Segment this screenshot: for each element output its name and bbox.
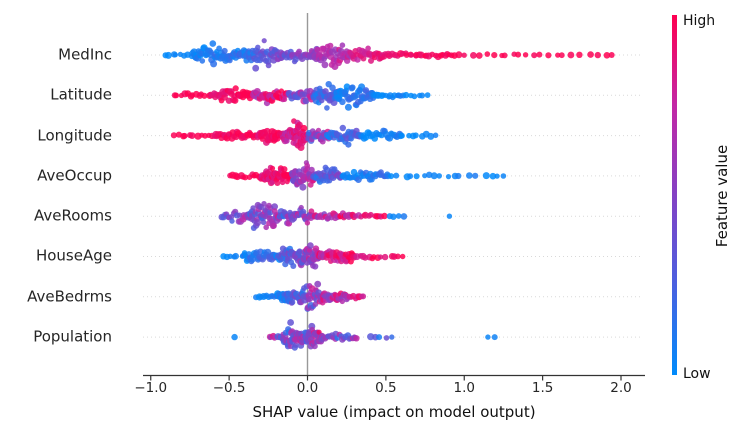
x-tick-label: 1.0 <box>453 380 475 396</box>
colorbar-low-label: Low <box>683 366 711 382</box>
x-axis-label: SHAP value (impact on model output) <box>252 403 536 421</box>
colorbar-gradient <box>672 15 677 375</box>
feature-label-medinc: MedInc <box>58 45 112 64</box>
feature-label-avebedrms: AveBedrms <box>27 287 112 306</box>
x-tick-label: 1.5 <box>531 380 554 396</box>
feature-label-longitude: Longitude <box>37 126 112 145</box>
x-tick-label: −1.0 <box>134 380 168 396</box>
colorbar-high-label: High <box>683 13 716 29</box>
x-tick-label: 0.5 <box>375 380 397 396</box>
feature-label-houseage: HouseAge <box>35 246 112 265</box>
feature-label-latitude: Latitude <box>50 85 112 104</box>
colorbar-title: Feature value <box>713 144 731 248</box>
x-tick-label: 2.0 <box>610 380 632 396</box>
feature-label-population: Population <box>33 327 112 346</box>
x-tick-label: 0.0 <box>296 380 319 396</box>
feature-label-averooms: AveRooms <box>33 206 112 225</box>
x-tick-label: −0.5 <box>212 380 246 396</box>
feature-label-aveoccup: AveOccup <box>37 166 112 185</box>
